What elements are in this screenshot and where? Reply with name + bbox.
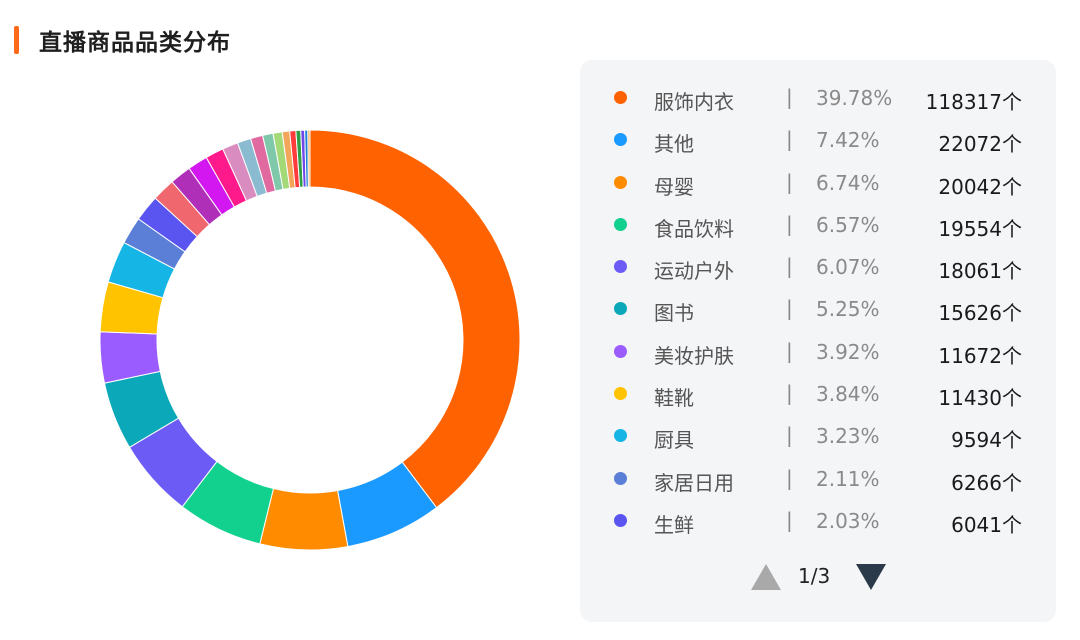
legend-item-percent: 6.07%	[816, 255, 880, 280]
legend-item-count: 19554个	[938, 216, 1022, 241]
donut-slice[interactable]	[259, 487, 349, 551]
legend-item-count: 118317个	[925, 90, 1022, 114]
legend-item-name: 运动户外	[654, 259, 734, 284]
legend-separator: |	[786, 85, 793, 109]
legend-item-name: 鞋靴	[654, 386, 694, 411]
legend-item-count: 15626个	[938, 301, 1022, 326]
legend-list: 服饰内衣 | 39.78% 118317个其他 | 7.42% 22072个母婴 | 6.74%…	[580, 78, 1056, 543]
legend-item[interactable]: 生鲜 | 2.03% 6041个	[580, 501, 1056, 543]
page-down-button[interactable]	[856, 564, 886, 590]
legend-separator: |	[786, 127, 793, 152]
legend-item-percent: 39.78%	[816, 86, 893, 110]
donut-slice[interactable]	[309, 129, 521, 509]
legend-color-dot	[614, 344, 627, 358]
legend-color-dot	[614, 513, 627, 527]
legend-color-dot	[614, 429, 627, 443]
legend-item-count: 20042个	[938, 174, 1022, 199]
legend-item-percent: 7.42%	[816, 128, 880, 153]
legend-item[interactable]: 母婴 | 6.74% 20042个	[580, 163, 1056, 205]
legend-item[interactable]: 服饰内衣 | 39.78% 118317个	[580, 78, 1056, 120]
legend-item-percent: 6.57%	[816, 212, 880, 237]
legend-separator: |	[786, 381, 793, 406]
section-header: 直播商品品类分布	[14, 24, 231, 56]
legend-item[interactable]: 运动户外 | 6.07% 18061个	[580, 247, 1056, 289]
legend-color-dot	[614, 302, 627, 316]
legend-color-dot	[614, 133, 627, 147]
legend-item-name: 食品饮料	[654, 216, 734, 241]
legend-item-count: 11430个	[938, 386, 1022, 411]
legend-separator: |	[786, 465, 793, 490]
legend-separator: |	[786, 169, 793, 194]
legend-separator: |	[786, 507, 793, 532]
legend-separator: |	[786, 254, 793, 279]
legend-separator: |	[786, 423, 793, 448]
legend-item[interactable]: 图书 | 5.25% 15626个	[580, 289, 1056, 331]
legend-item[interactable]: 食品饮料 | 6.57% 19554个	[580, 205, 1056, 247]
legend-color-dot	[614, 175, 627, 189]
legend-item-name: 服饰内衣	[654, 90, 734, 114]
donut-chart	[90, 120, 530, 560]
legend-pager: 1/3	[580, 560, 1056, 596]
chart-title: 直播商品品类分布	[39, 30, 231, 56]
legend-item-name: 母婴	[654, 174, 694, 199]
legend-item-name: 美妆护肤	[654, 343, 734, 368]
legend-separator: |	[786, 296, 793, 321]
legend-item-count: 18061个	[938, 259, 1022, 284]
legend-item-percent: 3.23%	[816, 424, 880, 449]
legend-item[interactable]: 其他 | 7.42% 22072个	[580, 120, 1056, 162]
legend-separator: |	[786, 338, 793, 363]
legend-item-name: 厨具	[654, 428, 694, 453]
legend-color-dot	[614, 91, 627, 104]
legend-color-dot	[614, 387, 627, 401]
legend-item-percent: 3.84%	[816, 382, 880, 407]
legend-color-dot	[614, 260, 627, 274]
legend-item-percent: 2.03%	[816, 508, 880, 533]
legend-item-percent: 6.74%	[816, 170, 880, 195]
legend-item-percent: 5.25%	[816, 297, 880, 322]
legend-item[interactable]: 美妆护肤 | 3.92% 11672个	[580, 332, 1056, 374]
legend-item-count: 6266个	[951, 470, 1022, 495]
legend-item-name: 其他	[654, 132, 694, 157]
legend-item[interactable]: 家居日用 | 2.11% 6266个	[580, 459, 1056, 501]
legend-item-percent: 2.11%	[816, 466, 880, 491]
legend-item-count: 9594个	[951, 428, 1022, 453]
legend-item-count: 22072个	[938, 132, 1022, 157]
legend-panel: 服饰内衣 | 39.78% 118317个其他 | 7.42% 22072个母婴 | 6.74%…	[580, 60, 1056, 622]
legend-item[interactable]: 鞋靴 | 3.84% 11430个	[580, 374, 1056, 416]
page-indicator: 1/3	[798, 564, 831, 588]
page-up-button[interactable]	[751, 564, 781, 590]
legend-item-name: 图书	[654, 301, 694, 326]
legend-item-count: 6041个	[951, 512, 1022, 537]
title-accent-bar	[14, 26, 19, 54]
legend-separator: |	[786, 211, 793, 236]
donut-slice[interactable]	[307, 129, 311, 188]
legend-item-percent: 3.92%	[816, 339, 880, 364]
legend-item-name: 家居日用	[654, 470, 734, 495]
legend-color-dot	[614, 217, 627, 231]
donut-chart-svg	[99, 129, 521, 551]
legend-item-count: 11672个	[938, 343, 1022, 368]
legend-item[interactable]: 厨具 | 3.23% 9594个	[580, 416, 1056, 458]
legend-color-dot	[614, 471, 627, 485]
legend-item-name: 生鲜	[654, 512, 694, 537]
